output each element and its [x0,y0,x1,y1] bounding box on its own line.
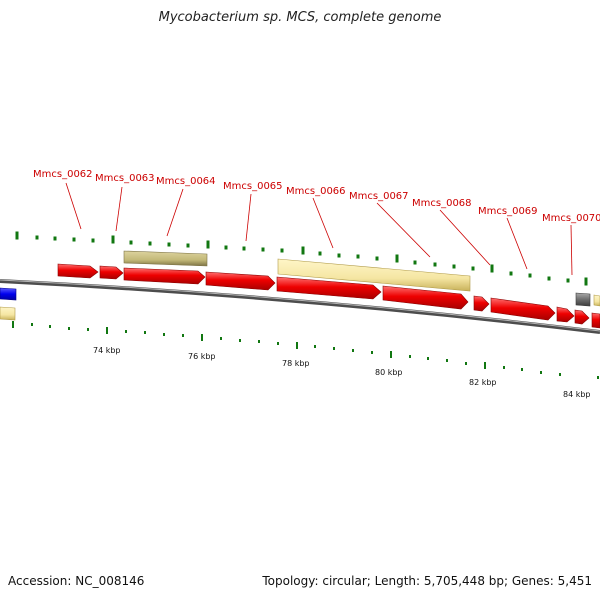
lower-major-tick [12,321,14,328]
upper-ruler [15,231,588,286]
upper-major-tick [490,264,494,273]
upper-major-tick [301,246,305,255]
cds-arrow [473,295,490,312]
lower-major-tick [296,342,298,349]
gene-label-mmcs-0065[interactable]: Mmcs_0065 [223,181,283,192]
cds-arrow [57,263,99,279]
map-title: Mycobacterium sp. MCS, complete genome [158,10,442,25]
genome-summary-text: Topology: circular; Length: 5,705,448 bp… [262,574,592,588]
genome-backbone-highlight [0,279,600,332]
gene-label-mmcs-0064[interactable]: Mmcs_0064 [156,176,216,187]
lower-ruler [12,321,599,379]
label-leaders [65,182,573,276]
lower-major-tick [106,327,108,334]
cds-arrow [490,297,556,321]
feature-rna-block[interactable] [0,287,17,301]
cds-arrow [123,267,206,285]
cds-arrows[interactable] [57,263,600,329]
axis-label-76kbp: 76 kbp [188,352,216,361]
axis-label-78kbp: 78 kbp [282,359,310,368]
axis-label-80kbp: 80 kbp [375,368,403,377]
axis-labels: 74 kbp 76 kbp 78 kbp 80 kbp 82 kbp 84 kb… [93,346,591,399]
gene-label-mmcs-0062[interactable]: Mmcs_0062 [33,169,93,180]
lower-major-tick [201,334,203,341]
feature-pale-lower-left[interactable] [0,306,16,321]
gene-label-mmcs-0068[interactable]: Mmcs_0068 [412,198,472,209]
gene-label-mmcs-0070[interactable]: Mmcs_0070 [542,213,600,224]
axis-label-84kbp: 84 kbp [563,390,591,399]
cds-arrow [591,312,600,329]
gene-label-mmcs-0063[interactable]: Mmcs_0063 [95,173,155,184]
feature-olive-block[interactable] [123,250,208,267]
gene-label-mmcs-0066[interactable]: Mmcs_0066 [286,186,346,197]
gene-label-mmcs-0069[interactable]: Mmcs_0069 [478,206,538,217]
accession-text: Accession: NC_008146 [8,574,145,588]
feature-grey-block[interactable] [575,292,591,307]
cds-arrow [556,306,575,323]
genome-backbone [0,279,600,334]
axis-label-82kbp: 82 kbp [469,378,497,387]
gene-label-mmcs-0067[interactable]: Mmcs_0067 [349,191,409,202]
lower-major-tick [390,351,392,358]
upper-major-tick [206,240,210,249]
upper-major-tick [15,231,19,240]
upper-major-tick [111,235,115,244]
cds-arrow [382,285,469,310]
cds-arrow [276,276,382,300]
cds-arrow [574,309,590,325]
axis-label-74kbp: 74 kbp [93,346,121,355]
upper-major-tick [395,254,399,263]
gene-labels[interactable]: Mmcs_0062 Mmcs_0063 Mmcs_0064 Mmcs_0065 … [33,169,600,224]
cds-arrow [99,265,124,280]
feature-pale-block-edge[interactable] [593,294,600,307]
feature-pale-block[interactable] [277,258,471,292]
lower-major-tick [484,362,486,369]
upper-major-tick [584,277,588,286]
upper-features[interactable] [123,250,600,307]
cds-arrow [205,271,276,291]
